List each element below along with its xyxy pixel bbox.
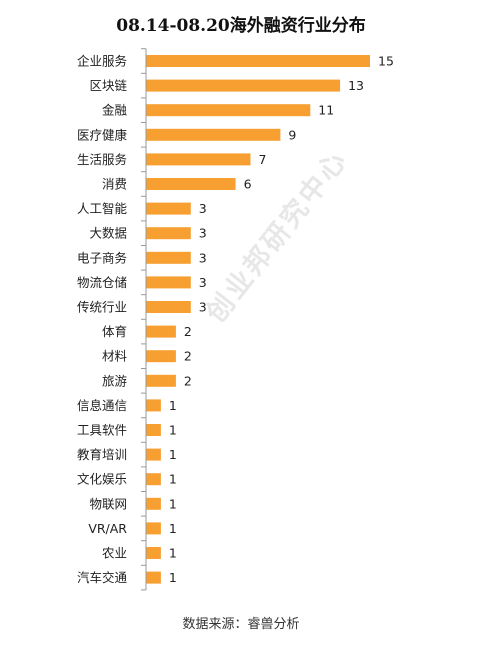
category-label: 农业	[102, 546, 127, 561]
value-label: 13	[348, 78, 364, 93]
bar-19	[146, 522, 161, 535]
value-label: 2	[184, 349, 192, 364]
value-label: 3	[199, 201, 207, 216]
category-label: 材料	[102, 349, 128, 364]
category-label: 体育	[102, 324, 127, 339]
bar-15	[146, 424, 161, 436]
bar-11	[146, 325, 176, 338]
category-label: 消费	[102, 177, 127, 192]
category-label: 文化娱乐	[77, 472, 127, 487]
value-label: 1	[169, 570, 177, 585]
category-label: 工具软件	[77, 423, 127, 438]
category-label: 物流仓储	[77, 275, 127, 290]
bar-6	[146, 202, 191, 215]
value-label: 2	[184, 373, 192, 388]
category-label: 大数据	[89, 226, 127, 241]
bar-12	[146, 350, 176, 363]
bar-10	[146, 301, 191, 313]
category-label: 人工智能	[77, 201, 128, 216]
category-label: 生活服务	[77, 152, 127, 167]
value-label: 3	[199, 250, 207, 265]
bar-16	[146, 448, 161, 461]
value-label: 1	[169, 546, 177, 561]
bar-4	[146, 153, 251, 166]
bar-8	[146, 251, 191, 264]
category-label: VR/AR	[88, 521, 127, 536]
category-label: 旅游	[102, 373, 128, 388]
category-label: 教育培训	[77, 447, 127, 462]
category-label: 医疗健康	[77, 127, 128, 142]
value-label: 6	[244, 177, 252, 192]
bar-5	[146, 178, 236, 190]
category-label: 企业服务	[77, 54, 127, 69]
bar-18	[146, 497, 161, 510]
value-label: 1	[169, 472, 177, 487]
data-source: 数据来源：睿兽分析	[182, 617, 300, 632]
bar-0	[146, 55, 370, 67]
value-label: 1	[169, 496, 177, 511]
bar-7	[146, 227, 191, 240]
bar-20	[146, 547, 161, 559]
value-label: 1	[169, 447, 177, 462]
category-label: 信息通信	[77, 398, 127, 413]
value-label: 7	[259, 152, 267, 167]
bar-3	[146, 128, 281, 141]
bar-13	[146, 374, 176, 387]
value-label: 1	[169, 423, 177, 438]
bar-2	[146, 104, 311, 117]
value-label: 3	[199, 300, 207, 315]
category-label: 电子商务	[77, 250, 127, 265]
category-label: 汽车交通	[77, 570, 128, 585]
category-label: 传统行业	[77, 300, 127, 315]
category-label: 物联网	[89, 496, 127, 511]
value-label: 2	[184, 324, 192, 339]
category-label: 金融	[102, 103, 128, 118]
value-label: 1	[169, 521, 177, 536]
value-label: 3	[199, 226, 207, 241]
value-label: 15	[378, 54, 394, 69]
value-label: 9	[288, 127, 296, 142]
bar-17	[146, 473, 161, 486]
value-label: 3	[199, 275, 207, 290]
category-label: 区块链	[89, 78, 127, 93]
value-label: 1	[169, 398, 177, 413]
bar-21	[146, 571, 161, 584]
bar-14	[146, 399, 161, 412]
chart-title: 08.14-08.20海外融资行业分布	[116, 16, 366, 36]
bar-1	[146, 79, 341, 92]
bar-9	[146, 276, 191, 289]
value-label: 11	[318, 103, 334, 118]
